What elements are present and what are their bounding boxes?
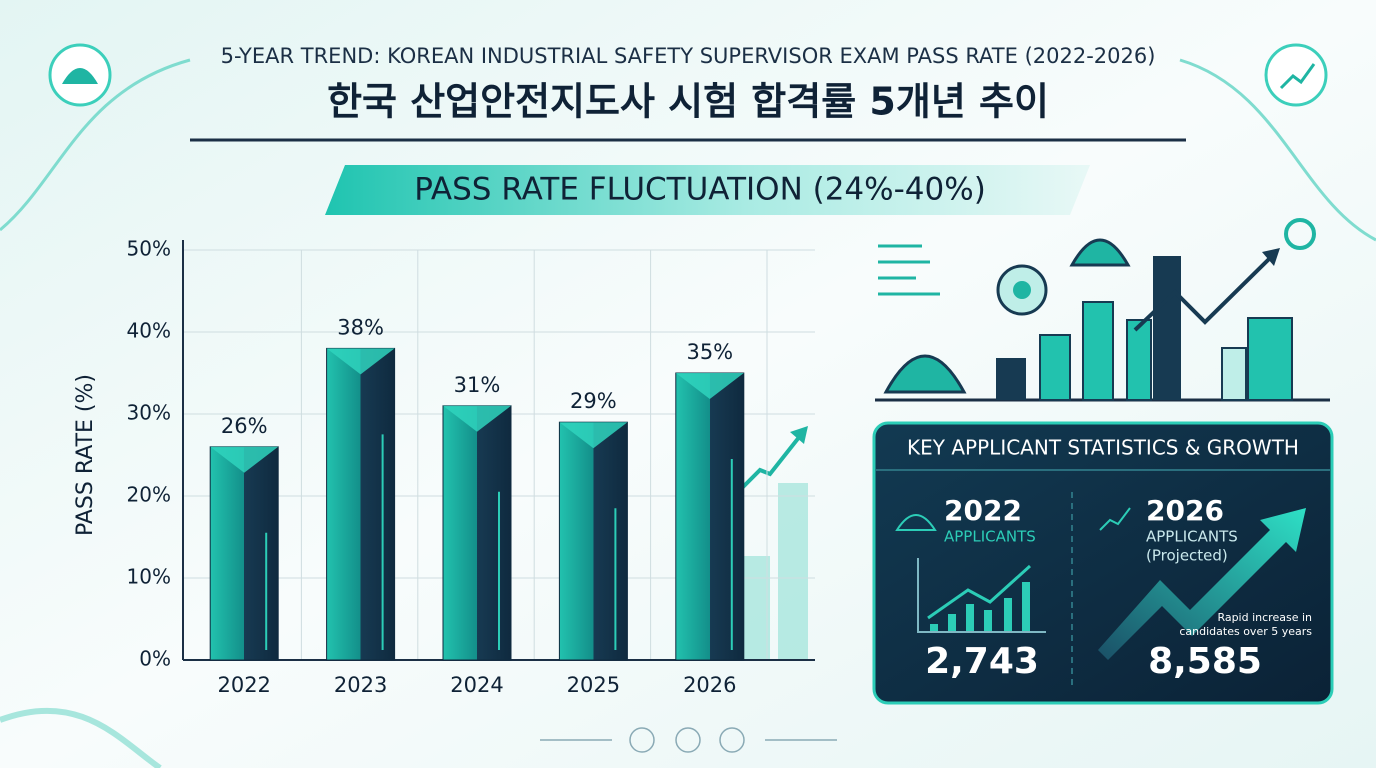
left-mini-axes	[917, 558, 1046, 633]
panel-helmet-icon	[895, 514, 937, 531]
x-tick-label: 2022	[217, 673, 270, 697]
illus-bar	[996, 358, 1026, 400]
bar	[326, 347, 396, 661]
value-label: 26%	[221, 414, 268, 438]
decor-bar	[740, 556, 770, 660]
left-mini-trend	[927, 564, 1032, 620]
left-label: APPLICANTS	[944, 528, 1036, 546]
decor-curve	[0, 707, 162, 768]
illus-helmet	[1069, 238, 1131, 267]
chart-title: 5-YEAR TREND: KOREAN INDUSTRIAL SAFETY S…	[221, 44, 1156, 68]
left-count: 2,743	[925, 641, 1039, 682]
decor-curve	[1179, 58, 1376, 242]
bar-cap	[443, 405, 511, 432]
y-axis-label: PASS RATE (%)	[73, 374, 98, 536]
banner-text: PASS RATE FLUCTUATION (24%-40%)	[414, 172, 986, 208]
illus-bar	[1153, 256, 1181, 400]
bar	[209, 446, 279, 661]
value-label: 31%	[454, 373, 501, 397]
bar-cap	[210, 446, 279, 473]
y-tick-label: 30%	[127, 401, 171, 425]
illus-bar	[1039, 334, 1071, 401]
panel-chart-icon	[1099, 507, 1131, 531]
illus-lines	[878, 244, 940, 296]
value-label: 29%	[570, 389, 617, 413]
right-year: 2026	[1146, 494, 1224, 527]
bar-cap	[559, 422, 628, 449]
illus-bar	[1082, 301, 1114, 401]
right-note: (Projected)	[1146, 547, 1228, 565]
plot-area: 0% 10% 20% 30% 40% 50% 2022 26% 2023 38% 2024 31% 20…	[127, 237, 815, 697]
decor-arrowhead	[790, 426, 808, 444]
decor-arrow	[734, 434, 802, 496]
bar-cap	[675, 373, 744, 399]
helmet-shape	[62, 68, 98, 84]
x-tick-label: 2024	[450, 673, 503, 697]
y-tick-label: 40%	[127, 319, 171, 343]
chart-icon-line	[1279, 63, 1316, 90]
bar-cap	[326, 348, 395, 375]
illus-helmet	[883, 354, 967, 394]
x-tick-label: 2026	[683, 673, 736, 697]
illus-bar	[1126, 319, 1152, 401]
illus-building	[1247, 317, 1293, 401]
y-tick-label: 50%	[127, 237, 171, 261]
illus-trend	[1133, 256, 1272, 332]
footer-icons	[540, 727, 837, 753]
x-tick-label: 2025	[567, 673, 620, 697]
y-tick-label: 10%	[127, 565, 171, 589]
value-label: 38%	[337, 315, 384, 339]
stats-panel: KEY APPLICANT STATISTICS & GROWTH 2022 A…	[872, 421, 1334, 705]
y-tick-label: 0%	[139, 647, 171, 671]
value-label: 35%	[686, 340, 733, 364]
left-year: 2022	[944, 494, 1022, 527]
illus-building	[1221, 347, 1247, 401]
right-label: APPLICANTS	[1146, 528, 1238, 546]
y-tick-label: 20%	[127, 483, 171, 507]
right-caption: candidates over 5 years	[1179, 625, 1312, 638]
illus-gear	[1284, 218, 1316, 250]
right-growth-arrow	[1098, 508, 1306, 660]
illustration	[875, 218, 1330, 402]
bar	[558, 421, 628, 661]
panel-title: KEY APPLICANT STATISTICS & GROWTH	[907, 436, 1299, 460]
illus-arrowhead	[1262, 248, 1280, 266]
decor-bar	[778, 483, 808, 660]
bar	[675, 372, 745, 661]
decor-curve	[0, 58, 191, 232]
bar	[442, 405, 512, 661]
x-tick-label: 2023	[334, 673, 387, 697]
chart-subtitle: 한국 산업안전지도사 시험 합격률 5개년 추이	[327, 80, 1049, 124]
banner	[325, 165, 1090, 215]
right-count: 8,585	[1148, 641, 1262, 682]
chart-icon	[1264, 43, 1328, 107]
right-caption: Rapid increase in	[1217, 611, 1312, 624]
left-mini-bars	[930, 582, 1030, 632]
illus-gear-core	[1013, 281, 1031, 299]
